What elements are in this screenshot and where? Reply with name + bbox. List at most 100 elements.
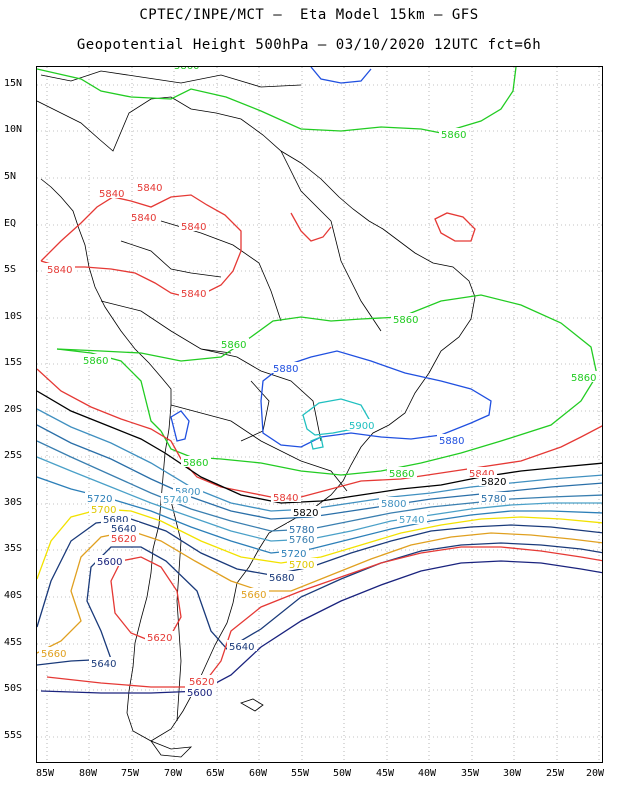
map-title-line1: CPTEC/INPE/MCT – Eta Model 15km – GFS	[139, 7, 479, 23]
contour-label-bg	[185, 686, 215, 697]
contour-label-bg	[85, 492, 115, 503]
country-border	[280, 150, 332, 222]
contour-label: 5840	[131, 213, 156, 224]
contour-label: 5860	[441, 130, 466, 141]
country-border	[240, 380, 270, 442]
contour-label-bg	[397, 513, 427, 524]
lat-label-35s: 35S	[4, 543, 23, 554]
contour-5860	[56, 294, 598, 476]
lat-label-10n: 10N	[4, 124, 23, 135]
contour-label-bg	[89, 503, 119, 514]
contour-label-bg	[387, 467, 417, 478]
country-border	[100, 300, 232, 354]
contour-label-bg	[135, 181, 165, 192]
contour-label: 5880	[439, 436, 464, 447]
contour-label-bg	[267, 571, 297, 582]
contour-5880	[260, 350, 492, 448]
contour-label: 5860	[389, 469, 414, 480]
contour-label-bg	[129, 211, 159, 222]
contour-label: 5640	[111, 524, 136, 535]
contour-5880	[310, 67, 372, 84]
contour-label-bg	[179, 220, 209, 231]
contour-label: 5860	[393, 315, 418, 326]
contour-label: 5860	[221, 340, 246, 351]
south-america-coastline	[37, 96, 476, 742]
contour-label-bg	[109, 532, 139, 543]
caribbean-coast	[40, 70, 302, 88]
contour-label-bg	[145, 631, 175, 642]
contour-label: 5840	[99, 189, 124, 200]
contour-label: 5820	[481, 477, 506, 488]
country-border	[330, 220, 382, 332]
contour-label-bg	[479, 475, 509, 486]
contour-label-bg	[173, 485, 203, 496]
lon-label-70w: 70W	[164, 768, 183, 779]
lat-label-30s: 30S	[4, 497, 23, 508]
contour-5620	[46, 546, 602, 688]
contour-label: 5600	[97, 557, 122, 568]
contour-label-bg	[287, 533, 317, 544]
contour-label: 5800	[175, 487, 200, 498]
contour-label: 5640	[229, 642, 254, 653]
contour-5640	[37, 542, 602, 666]
lat-label-10s: 10S	[4, 311, 23, 322]
contour-label: 5840	[137, 183, 162, 194]
lon-label-40w: 40W	[418, 768, 437, 779]
contour-label: 5840	[181, 222, 206, 233]
coastlines-borders	[37, 70, 476, 758]
lat-label-45s: 45S	[4, 637, 23, 648]
contour-5800	[37, 408, 602, 512]
contours-5880	[170, 67, 492, 448]
contour-label: 5860	[183, 458, 208, 469]
lon-label-45w: 45W	[376, 768, 395, 779]
lat-label-20s: 20S	[4, 404, 23, 415]
contour-label: 5780	[481, 494, 506, 505]
contour-label-bg	[287, 558, 317, 569]
lon-label-65w: 65W	[206, 768, 225, 779]
contour-label: 5660	[241, 590, 266, 601]
contour-label-bg	[187, 675, 217, 686]
country-border	[300, 460, 348, 492]
contour-label-bg	[467, 467, 497, 478]
contour-label-bg	[179, 287, 209, 298]
lon-label-55w: 55W	[291, 768, 310, 779]
contour-label: 5720	[87, 494, 112, 505]
lat-label-25s: 25S	[4, 450, 23, 461]
falkland-islands	[240, 698, 264, 712]
contour-5840	[40, 194, 242, 298]
contour-5840	[434, 212, 476, 242]
map-title-line2: Geopotential Height 500hPa – 03/10/2020 …	[76, 37, 542, 53]
lat-label-40s: 40S	[4, 590, 23, 601]
contour-label: 5660	[41, 649, 66, 660]
contour-5840	[37, 368, 602, 498]
lat-label-50s: 50S	[4, 683, 23, 694]
contour-label-bg	[391, 313, 421, 324]
lat-label-eq: EQ	[4, 218, 17, 229]
contour-label: 5840	[469, 469, 494, 480]
contour-label: 5600	[187, 688, 212, 699]
contour-label: 5880	[273, 364, 298, 375]
contour-label-bg	[239, 588, 269, 599]
contour-label: 5840	[273, 493, 298, 504]
contour-label: 5620	[189, 677, 214, 688]
contour-5880	[170, 410, 190, 442]
contour-label: 5700	[289, 560, 314, 571]
contour-label: 5900	[349, 421, 374, 432]
contour-label: 5860	[83, 356, 108, 367]
contour-label-bg	[379, 497, 409, 508]
lat-label-5s: 5S	[4, 264, 17, 275]
tierra-del-fuego	[149, 740, 193, 758]
contour-label: 5760	[289, 535, 314, 546]
contour-label-bg	[439, 128, 469, 139]
lon-label-80w: 80W	[79, 768, 98, 779]
contour-label: 5800	[381, 499, 406, 510]
contour-label-bg	[569, 371, 599, 382]
lon-label-60w: 60W	[249, 768, 268, 779]
contour-label: 5740	[163, 495, 188, 506]
contour-label: 5820	[293, 508, 318, 519]
lon-label-85w: 85W	[36, 768, 55, 779]
contour-label-bg	[271, 362, 301, 373]
contour-label-bg	[291, 506, 321, 517]
contour-label: 5840	[47, 265, 72, 276]
contours-5840	[37, 194, 602, 498]
